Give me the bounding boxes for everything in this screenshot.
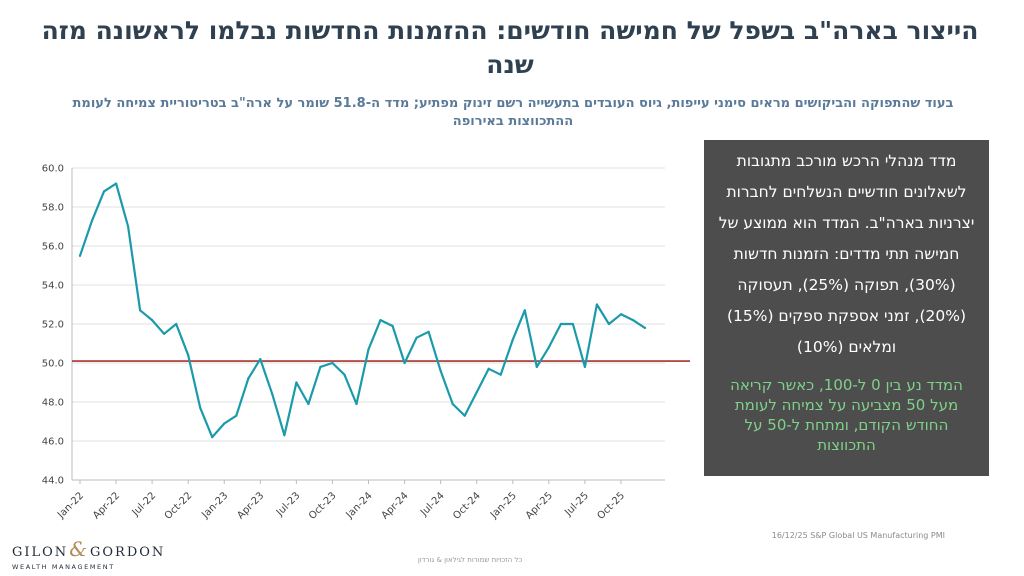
data-point-Jun-23 [283,434,286,437]
source-label: 16/12/25 S&P Global US Manufacturing PMI [771,531,945,540]
x-tick-label: Jan-24 [344,490,375,521]
data-point-Jan-25 [511,338,514,341]
info-box: מדד מנהלי הרכש מורכב מתגובות לשאלונים חו… [704,140,989,476]
grid-lines [72,167,665,481]
data-point-Oct-22 [187,354,190,357]
data-point-Jan-24 [367,348,370,351]
company-logo: GILON&GORDON WEALTH MANAGEMENT [12,537,163,571]
logo-tagline: WEALTH MANAGEMENT [12,563,115,571]
data-point-Apr-24 [403,361,406,365]
data-point-Sep-24 [463,414,466,417]
data-point-Jan-23 [223,422,226,425]
logo-word-gordon: GORDON [90,545,166,560]
data-point-Dec-24 [499,373,502,376]
y-tick-label: 52.0 [42,320,64,331]
x-tick-label: Jan-22 [55,490,86,521]
y-axis: 44.0 46.0 48.0 50.0 52.0 54.0 56.0 58.0 60.0 [42,164,73,487]
data-point-Feb-25 [523,309,526,312]
data-point-Jun-24 [427,330,430,333]
series-layer [78,182,647,439]
data-point-Jun-22 [139,309,142,312]
data-point-Jul-23 [295,381,298,384]
data-point-Aug-22 [163,332,166,335]
x-axis: Jan-22 Apr-22 Jul-22 Oct-22 Jan-23 Apr-23 Jul-… [55,479,665,522]
x-tick-label: Apr-22 [91,490,122,521]
data-point-Jan-22 [78,254,82,257]
x-tick-label: Oct-24 [451,490,483,522]
data-point-Oct-25 [619,313,623,316]
data-point-Oct-23 [331,361,334,365]
y-tick-label: 54.0 [42,281,64,292]
data-point-Dec-25 [643,326,647,329]
x-tick-label: Jan-25 [488,490,519,521]
data-point-Aug-25 [595,303,599,306]
pmi-series-line [78,182,647,439]
data-point-Feb-24 [379,319,382,322]
data-point-Aug-24 [451,402,454,406]
data-point-Jul-25 [583,365,586,368]
data-point-May-23 [271,393,274,396]
data-point-Sep-23 [319,365,322,368]
y-tick-label: 50.0 [42,359,64,370]
x-tick-label: Apr-23 [235,490,266,521]
pmi-line-chart: 44.0 46.0 48.0 50.0 52.0 54.0 56.0 58.0 60.0 Jan… [42,164,690,522]
x-tick-label: Jul-24 [418,490,447,519]
data-point-May-22 [126,225,130,228]
x-tick-label: Jul-22 [130,490,159,519]
x-tick-label: Oct-23 [307,490,339,522]
data-point-May-25 [559,322,562,326]
x-tick-label: Apr-24 [380,490,411,521]
data-point-Sep-25 [607,322,611,326]
y-tick-label: 44.0 [42,476,64,487]
info-box-note: המדד נע בין 0 ל-100, כאשר קריאה מעל 50 מ… [730,376,963,454]
logo-word-gilon: GILON [12,545,69,560]
data-point-Mar-22 [102,190,106,193]
data-point-Apr-22 [114,182,118,185]
y-tick-label: 48.0 [42,398,64,409]
logo-ampersand: & [69,537,89,561]
data-point-Mar-23 [247,377,250,380]
data-point-May-24 [415,336,418,339]
data-point-Sep-22 [175,322,178,326]
data-point-Jun-25 [571,322,574,326]
x-tick-label: Oct-25 [596,490,628,522]
x-tick-label: Jan-23 [199,490,230,521]
data-point-Feb-23 [235,414,238,417]
page-subtitle: בעוד שהתפוקה והביקושים מראים סימני עייפו… [72,96,954,129]
info-box-description: מדד מנהלי הרכש מורכב מתגובות לשאלונים חו… [718,152,975,356]
y-tick-label: 56.0 [42,242,64,253]
data-point-Oct-24 [475,391,478,394]
data-point-Nov-24 [487,367,490,370]
data-point-Mar-24 [391,324,394,328]
data-point-Nov-22 [199,406,202,409]
x-tick-label: Jul-23 [274,490,303,519]
x-tick-label: Jul-25 [562,490,591,519]
data-point-Jul-22 [151,319,154,322]
data-point-Aug-23 [307,402,310,406]
page-title: הייצור בארה"ב בשפל של חמישה חודשים: ההזמ… [41,16,979,79]
y-tick-label: 46.0 [42,437,64,448]
data-point-Mar-25 [535,365,538,368]
y-tick-label: 60.0 [42,164,64,175]
x-tick-label: Apr-25 [524,490,555,521]
data-point-Feb-22 [90,219,94,222]
x-tick-label: Oct-22 [163,490,195,522]
data-point-Dec-22 [211,436,214,439]
data-point-Nov-25 [631,319,635,322]
data-point-Apr-25 [547,346,550,349]
data-point-Jul-24 [439,369,442,372]
data-point-Dec-23 [355,402,358,406]
copyright-footer: כל הזכויות שמורות לגילאון & גורדון [417,556,523,564]
y-tick-label: 58.0 [42,203,64,214]
data-point-Nov-23 [343,373,346,376]
data-point-Apr-23 [259,358,262,361]
